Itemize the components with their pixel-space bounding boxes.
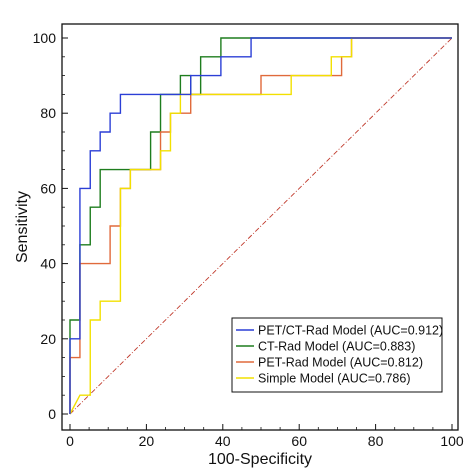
legend-box: [231, 317, 443, 393]
y-tick-label: 20: [40, 331, 56, 347]
x-tick-label: 60: [291, 433, 307, 449]
y-tick-label: 100: [33, 30, 57, 46]
x-tick-label: 100: [440, 433, 464, 449]
x-tick-label: 20: [139, 433, 155, 449]
x-tick-label: 80: [368, 433, 384, 449]
legend-entry: CT-Rad Model (AUC=0.883): [258, 340, 415, 354]
legend-entry: PET-Rad Model (AUC=0.812): [258, 356, 423, 370]
y-tick-label: 60: [40, 180, 56, 196]
x-axis-label: 100-Specificity: [208, 451, 312, 468]
x-tick-label: 40: [215, 433, 231, 449]
series-layer: [69, 37, 452, 415]
y-tick-label: 80: [40, 105, 56, 121]
legend-entry: Simple Model (AUC=0.786): [258, 372, 411, 386]
series-line-1: [69, 37, 452, 414]
y-axis-label: Sensitivity: [14, 191, 31, 263]
series-line-3: [69, 37, 452, 414]
axes: 0 20 40 60 80 100 0 20 40 60 80 100: [33, 30, 464, 449]
y-tick-label: 0: [48, 406, 56, 422]
series-line-4: [69, 37, 452, 415]
x-tick-label: 0: [66, 433, 74, 449]
y-tick-label: 40: [40, 256, 56, 272]
legend-entry: PET/CT-Rad Model (AUC=0.912): [258, 324, 443, 338]
legend: PET/CT-Rad Model (AUC=0.912) CT-Rad Model…: [231, 317, 443, 393]
